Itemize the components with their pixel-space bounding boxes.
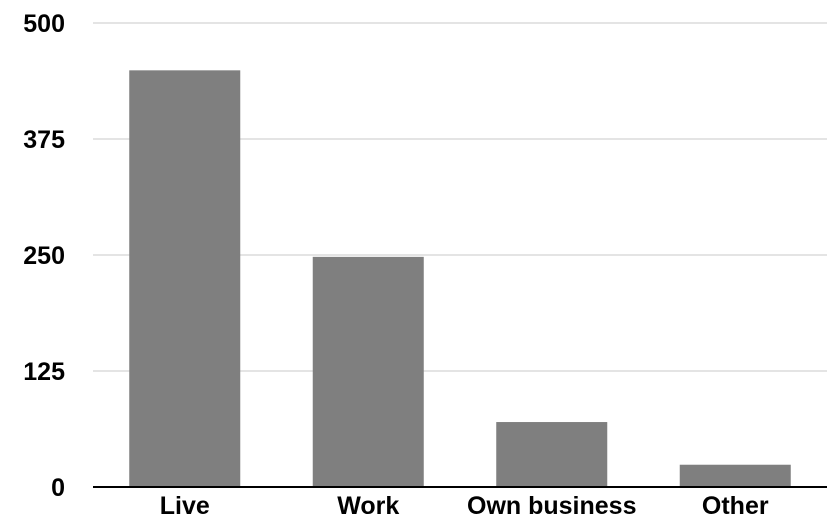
x-tick-label: Live [160,492,210,517]
y-tick-label: 125 [23,358,65,386]
x-axis-tick-labels: Live Work Own business Other [160,492,769,520]
y-tick-label: 0 [51,474,65,502]
y-tick-label: 250 [23,242,65,270]
x-tick-label: Own business [467,492,636,517]
y-tick-label: 500 [23,10,65,38]
y-axis-tick-labels: 0 125 250 375 500 [23,10,65,502]
x-tick-label: Other [702,492,769,517]
bar-live [129,70,241,487]
bar-work [312,256,424,487]
x-tick-label: Work [337,492,399,517]
bars [129,70,791,487]
bar-own-business [496,422,608,487]
bar-other [679,464,791,487]
y-tick-label: 375 [23,126,65,154]
